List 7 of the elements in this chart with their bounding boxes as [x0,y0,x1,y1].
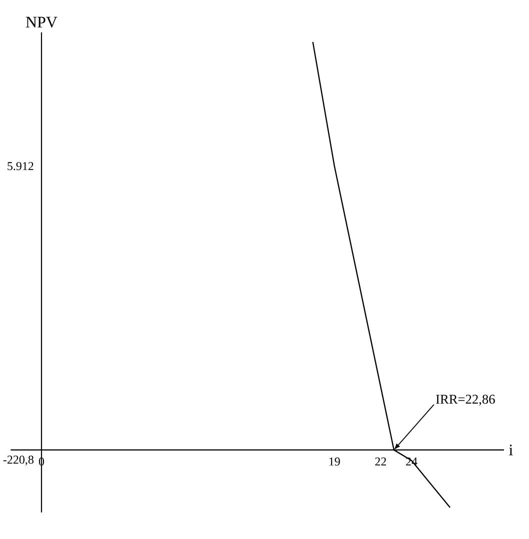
y-tick-label: 5.912 [8,162,34,170]
y-axis-title: NPV [26,16,58,28]
annotation: IRR=22,86 [436,394,495,406]
y-tick-label: -220,8 [3,456,34,466]
x-tick-label: 19 [329,457,340,466]
x-axis-title: i [509,444,513,456]
x-tick-label: 22 [375,457,386,466]
